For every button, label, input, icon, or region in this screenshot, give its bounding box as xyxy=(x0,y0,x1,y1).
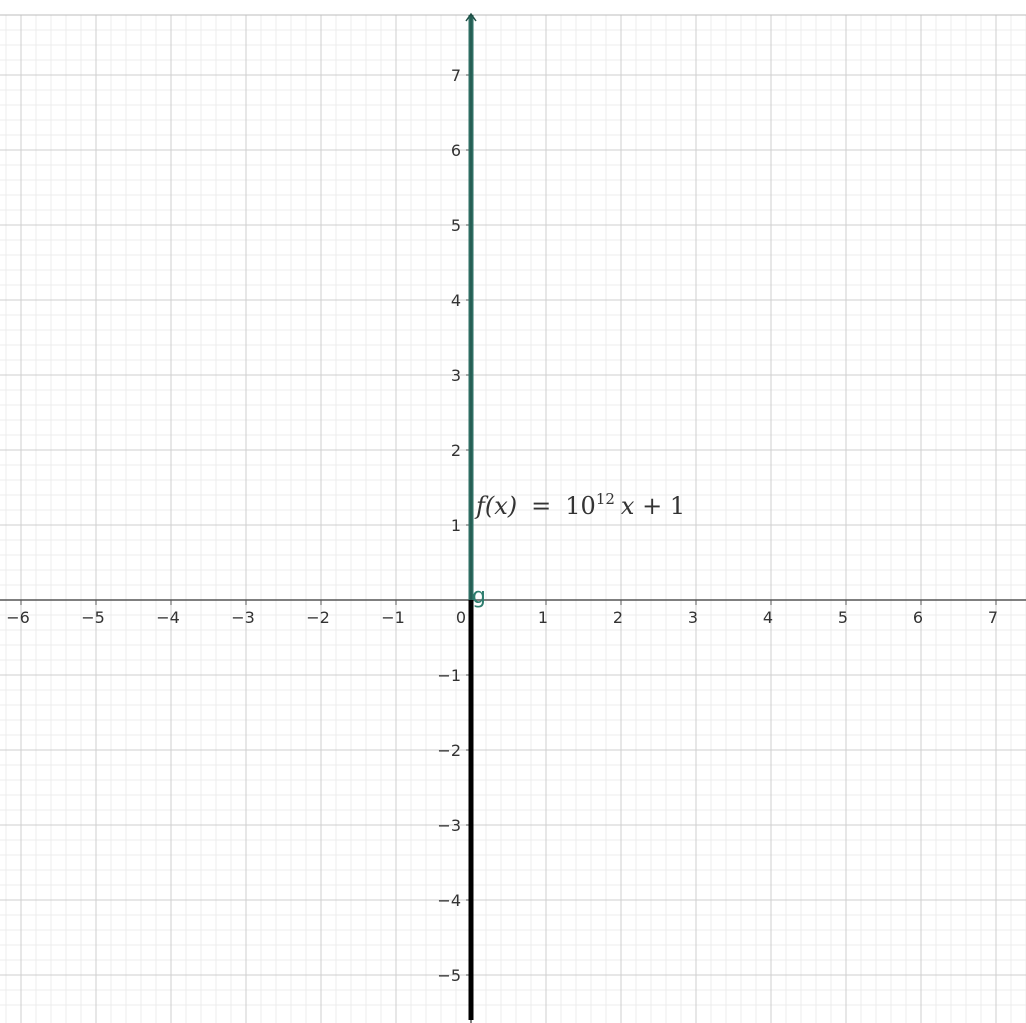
x-tick-label: −2 xyxy=(306,608,330,627)
x-tick-label: 4 xyxy=(763,608,773,627)
x-tick-label: −1 xyxy=(381,608,405,627)
x-tick-label: 3 xyxy=(688,608,698,627)
function-label-constant: + 1 xyxy=(642,492,686,520)
y-tick-label: −4 xyxy=(437,891,461,910)
y-tick-label: −3 xyxy=(437,816,461,835)
x-tick-label: 7 xyxy=(988,608,998,627)
x-tick-labels: −6 −5 −4 −3 −2 −1 0 1 2 3 4 5 6 7 xyxy=(6,608,998,627)
y-tick-label: 2 xyxy=(451,441,461,460)
x-tick-label: 2 xyxy=(613,608,623,627)
y-tick-labels: 7 6 5 4 3 2 1 −1 −2 −3 −4 −5 xyxy=(437,66,461,985)
function-label-base: 10 xyxy=(565,492,596,520)
function-label-name: f(x) xyxy=(476,492,518,520)
y-tick-label: −2 xyxy=(437,741,461,760)
y-tick-label: 1 xyxy=(451,516,461,535)
y-tick-label: 5 xyxy=(451,216,461,235)
x-tick-label: 6 xyxy=(913,608,923,627)
function-label-exponent: 12 xyxy=(595,490,615,508)
x-tick-label: −4 xyxy=(156,608,180,627)
y-tick-label: 3 xyxy=(451,366,461,385)
x-tick-label: 0 xyxy=(456,608,466,627)
y-tick-label: 6 xyxy=(451,141,461,160)
y-tick-label: 7 xyxy=(451,66,461,85)
y-axis-arrow xyxy=(465,12,477,22)
major-grid xyxy=(0,15,1026,1023)
function-label[interactable]: f(x) = 1012 x + 1 xyxy=(476,490,685,520)
x-tick-label: −5 xyxy=(81,608,105,627)
y-tick-label: 4 xyxy=(451,291,461,310)
point-label-g[interactable]: g xyxy=(472,584,486,609)
points-layer[interactable]: g xyxy=(472,584,486,609)
function-label-variable: x xyxy=(620,492,635,520)
x-tick-label: −6 xyxy=(6,608,30,627)
y-tick-label: −1 xyxy=(437,666,461,685)
x-tick-label: 5 xyxy=(838,608,848,627)
function-label-equals: = xyxy=(531,492,552,520)
function-graph-layer[interactable] xyxy=(465,12,477,1020)
x-tick-label: 1 xyxy=(538,608,548,627)
y-tick-label: −5 xyxy=(437,966,461,985)
x-tick-label: −3 xyxy=(231,608,255,627)
